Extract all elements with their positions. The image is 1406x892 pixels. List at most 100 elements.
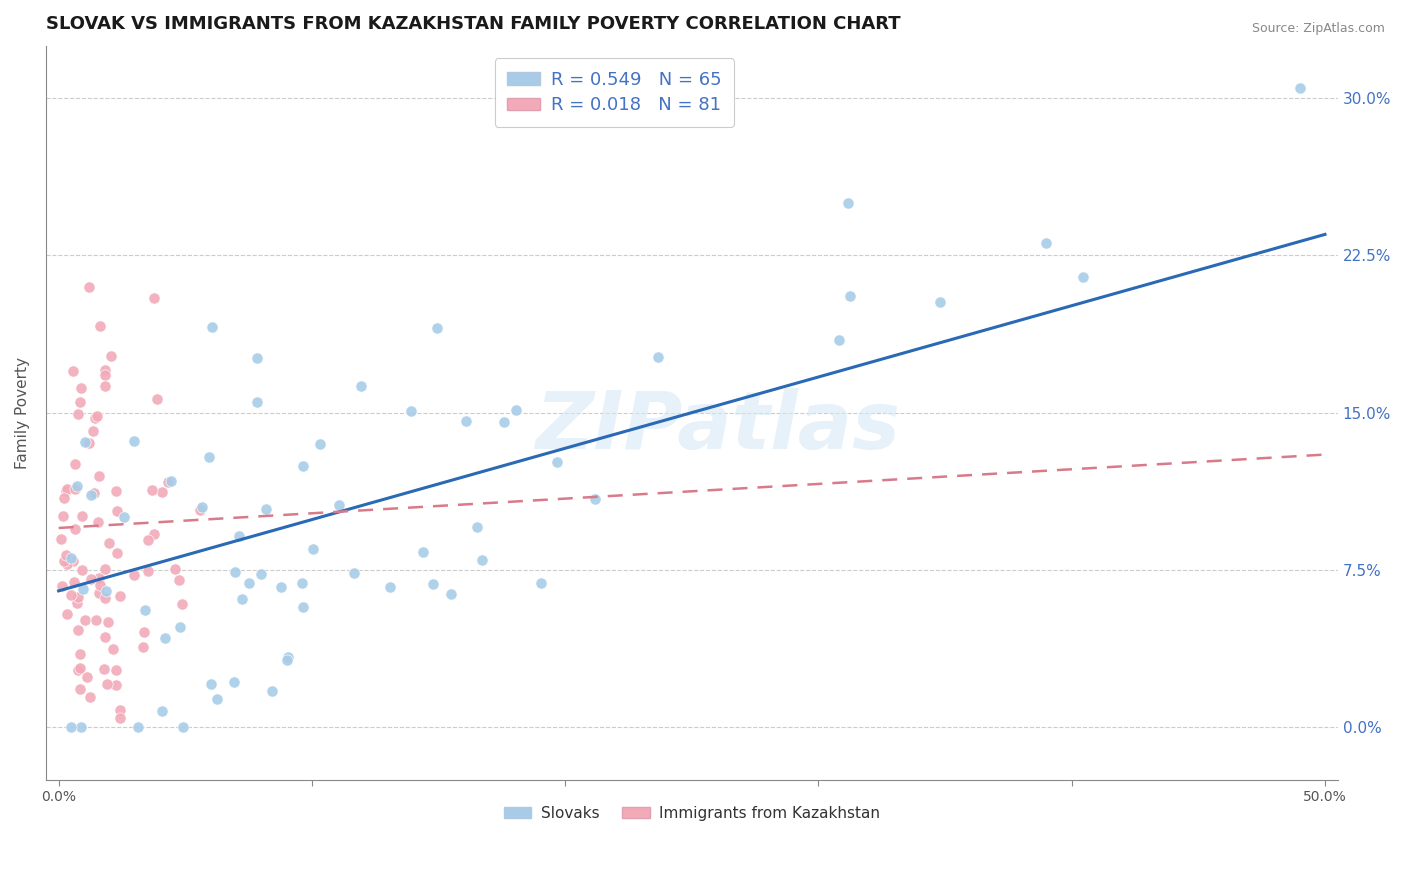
Point — [190, 503, 212, 517]
Point — [62, 574, 84, 589]
Point — [165, 562, 187, 576]
Point — [141, 483, 163, 497]
Point — [246, 351, 269, 366]
Point — [169, 620, 191, 634]
Point — [66, 590, 89, 604]
Point — [101, 642, 124, 657]
Point — [350, 378, 373, 392]
Point — [647, 350, 669, 364]
Point — [1071, 270, 1094, 285]
Point — [70, 564, 93, 578]
Point — [62, 364, 84, 378]
Point — [132, 640, 155, 654]
Point — [465, 519, 488, 533]
Point — [122, 568, 145, 582]
Point — [63, 457, 86, 471]
Point — [94, 562, 117, 576]
Point — [827, 333, 849, 347]
Point — [79, 572, 101, 586]
Point — [136, 564, 159, 578]
Point — [97, 536, 120, 550]
Point — [86, 409, 108, 423]
Point — [262, 683, 284, 698]
Point — [222, 674, 245, 689]
Point — [89, 586, 111, 600]
Text: ZIPatlas: ZIPatlas — [536, 388, 900, 467]
Point — [72, 582, 94, 596]
Point — [167, 573, 190, 587]
Point — [150, 705, 173, 719]
Point — [84, 613, 107, 627]
Point — [79, 690, 101, 704]
Point — [62, 554, 84, 568]
Point — [291, 576, 314, 591]
Point — [69, 681, 91, 696]
Point — [159, 475, 181, 489]
Point — [94, 584, 117, 599]
Point — [70, 509, 93, 524]
Point — [63, 483, 86, 497]
Point — [127, 720, 149, 734]
Point — [51, 532, 73, 546]
Point — [291, 600, 314, 615]
Point — [105, 546, 128, 560]
Point — [492, 415, 515, 429]
Point — [69, 395, 91, 409]
Point — [52, 554, 75, 568]
Point — [87, 515, 110, 529]
Point — [277, 649, 299, 664]
Text: SLOVAK VS IMMIGRANTS FROM KAZAKHSTAN FAMILY POVERTY CORRELATION CHART: SLOVAK VS IMMIGRANTS FROM KAZAKHSTAN FAM… — [46, 15, 901, 33]
Point — [56, 607, 79, 621]
Point — [201, 319, 224, 334]
Point — [105, 483, 128, 498]
Point — [224, 565, 246, 579]
Point — [97, 615, 120, 629]
Point — [93, 631, 115, 645]
Point — [82, 424, 104, 438]
Point — [378, 580, 401, 594]
Point — [172, 597, 194, 611]
Point — [343, 566, 366, 580]
Point — [309, 437, 332, 451]
Point — [142, 527, 165, 541]
Point — [143, 291, 166, 305]
Point — [55, 483, 77, 497]
Point — [839, 289, 862, 303]
Point — [529, 575, 551, 590]
Point — [94, 368, 117, 382]
Y-axis label: Family Poverty: Family Poverty — [15, 357, 30, 468]
Point — [69, 661, 91, 675]
Point — [105, 663, 128, 677]
Point — [89, 318, 111, 333]
Point — [228, 529, 250, 543]
Point — [66, 408, 89, 422]
Point — [136, 533, 159, 547]
Point — [73, 613, 96, 627]
Point — [87, 571, 110, 585]
Point — [412, 544, 434, 558]
Point — [77, 280, 100, 294]
Point — [60, 588, 83, 602]
Point — [238, 576, 260, 591]
Point — [89, 578, 111, 592]
Point — [93, 662, 115, 676]
Point — [93, 591, 115, 606]
Point — [60, 720, 83, 734]
Point — [302, 541, 325, 556]
Point — [55, 483, 77, 498]
Point — [66, 623, 89, 637]
Point — [153, 632, 176, 646]
Point — [53, 491, 76, 505]
Point — [63, 523, 86, 537]
Point — [122, 434, 145, 449]
Point — [51, 579, 73, 593]
Point — [108, 589, 131, 603]
Point — [108, 711, 131, 725]
Point — [231, 592, 253, 607]
Point — [583, 491, 606, 506]
Point — [546, 455, 568, 469]
Point — [65, 596, 87, 610]
Point — [837, 196, 859, 211]
Point — [276, 653, 298, 667]
Point — [73, 435, 96, 450]
